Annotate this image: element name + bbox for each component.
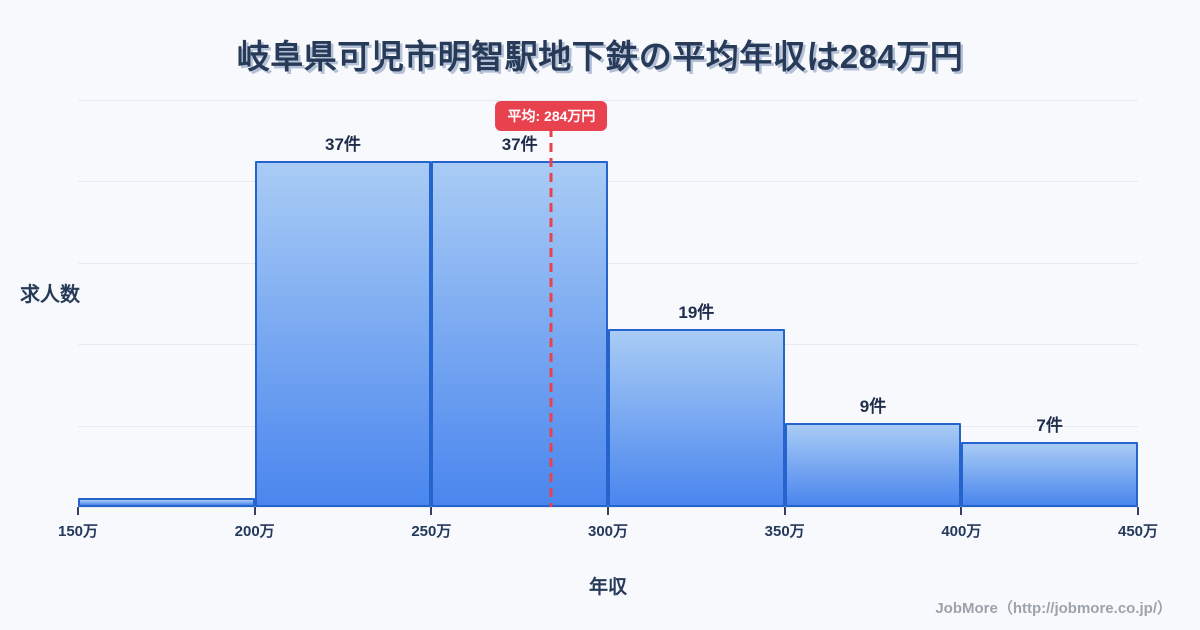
average-badge: 平均: 284万円 <box>495 101 608 131</box>
histogram-bar <box>78 497 255 507</box>
histogram-bar <box>431 160 608 507</box>
gridline <box>78 181 1138 183</box>
gridline <box>78 100 1138 101</box>
y-axis-label: 求人数 <box>20 284 80 306</box>
chart-title: 岐阜県可児市明智駅地下鉄の平均年収は284万円 <box>236 38 964 75</box>
x-tick-label: 300万 <box>587 523 629 540</box>
footer-credit: JobMore（http://jobmore.co.jp/） <box>935 600 1172 617</box>
histogram-bar <box>784 422 962 507</box>
bar-count-label: 7件 <box>1036 415 1063 435</box>
x-tick-mark <box>960 507 963 515</box>
x-tick-mark <box>783 507 786 515</box>
x-tick-mark <box>607 507 609 515</box>
x-tick-mark <box>253 507 256 515</box>
x-tick-mark <box>77 507 79 515</box>
x-axis-label: 年収 <box>588 577 627 598</box>
bar-count-label: 9件 <box>859 396 887 416</box>
histogram-bar <box>254 160 432 507</box>
histogram-bar <box>961 441 1138 507</box>
x-tick-mark <box>430 507 433 515</box>
x-tick-mark <box>1137 507 1139 515</box>
x-tick-label: 250万 <box>411 523 452 540</box>
bar-count-label: 37件 <box>325 134 361 154</box>
bar-count-label: 37件 <box>501 134 538 154</box>
gridline <box>78 262 1138 264</box>
histogram-bar <box>608 329 785 507</box>
plot-area: 37件 37件 19件 9件 7件 150万 200万 250万 300万 350万 400万 450… <box>58 100 1158 540</box>
x-tick-label: 400万 <box>941 523 982 540</box>
x-tick-label: 350万 <box>764 523 805 540</box>
x-tick-label: 200万 <box>234 523 275 540</box>
bar-count-label: 19件 <box>678 303 715 323</box>
x-tick-label: 450万 <box>1117 523 1159 540</box>
average-line <box>549 128 553 507</box>
x-tick-label: 150万 <box>57 523 99 540</box>
